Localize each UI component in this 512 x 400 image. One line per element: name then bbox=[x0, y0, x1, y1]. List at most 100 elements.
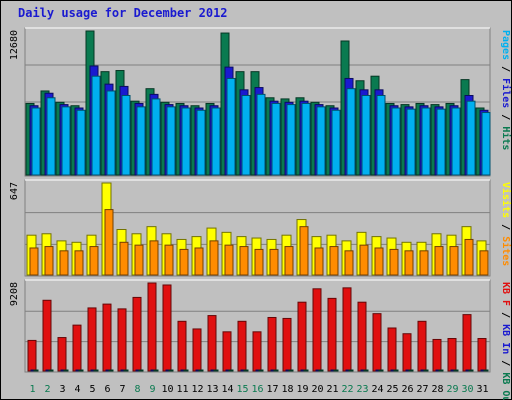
bar-bottom-kb-f-5 bbox=[87, 307, 97, 372]
bar-middle-sites-24 bbox=[374, 247, 384, 276]
bar-middle-sites-12 bbox=[194, 247, 204, 276]
bar-top-pages-23 bbox=[361, 95, 371, 176]
bar-bottom-kb-out-23 bbox=[363, 369, 369, 372]
x-tick-label: 18 bbox=[281, 384, 293, 395]
bar-bottom-kb-f-22 bbox=[342, 287, 352, 372]
bar-middle-sites-30 bbox=[464, 238, 474, 276]
bar-bottom-kb-f-23 bbox=[357, 301, 367, 372]
bar-top-pages-15 bbox=[241, 95, 251, 176]
bar-middle-sites-3 bbox=[59, 250, 69, 276]
bar-middle-sites-15 bbox=[239, 246, 249, 276]
bar-bottom-kb-f-21 bbox=[327, 297, 337, 372]
bar-bottom-kb-f-18 bbox=[282, 317, 292, 372]
bar-bottom-kb-out-29 bbox=[453, 369, 459, 372]
bar-middle-sites-21 bbox=[329, 246, 339, 276]
y-max-label-bottom: 9208 bbox=[9, 282, 20, 306]
bar-top-pages-11 bbox=[181, 107, 191, 176]
bar-middle-sites-20 bbox=[314, 247, 324, 276]
bar-middle-sites-29 bbox=[449, 246, 459, 276]
bar-middle-sites-5 bbox=[89, 246, 99, 276]
bar-bottom-kb-out-3 bbox=[63, 369, 69, 372]
bar-top-pages-7 bbox=[121, 95, 131, 176]
bar-top-pages-26 bbox=[406, 108, 416, 176]
bar-middle-sites-13 bbox=[209, 240, 219, 276]
bar-top-pages-16 bbox=[256, 93, 266, 176]
bar-top-pages-27 bbox=[421, 107, 431, 176]
bar-bottom-kb-out-21 bbox=[333, 369, 339, 372]
bar-bottom-kb-out-18 bbox=[288, 369, 294, 372]
x-tick-label: 15 bbox=[236, 384, 248, 395]
bar-middle-sites-16 bbox=[254, 248, 264, 276]
bar-top-pages-31 bbox=[481, 112, 491, 176]
bar-top-pages-24 bbox=[376, 95, 386, 176]
x-tick-label: 12 bbox=[191, 384, 203, 395]
legend-separator: / bbox=[500, 306, 511, 324]
bar-bottom-kb-f-14 bbox=[222, 331, 232, 372]
legend-separator: / bbox=[500, 108, 511, 126]
x-tick-label: 27 bbox=[416, 384, 428, 395]
bar-top-pages-10 bbox=[166, 106, 176, 176]
x-tick-label: 1 bbox=[29, 384, 35, 395]
bar-bottom-kb-f-20 bbox=[312, 288, 322, 372]
bar-top-pages-30 bbox=[466, 100, 476, 176]
bar-top-pages-2 bbox=[46, 97, 56, 176]
bar-bottom-kb-out-4 bbox=[78, 369, 84, 372]
x-tick-label: 10 bbox=[161, 384, 173, 395]
bar-bottom-kb-out-8 bbox=[138, 369, 144, 372]
legend-separator: / bbox=[500, 218, 511, 236]
bar-bottom-kb-f-11 bbox=[177, 320, 187, 372]
x-tick-label: 26 bbox=[401, 384, 413, 395]
bar-bottom-kb-f-7 bbox=[117, 308, 127, 372]
bar-top-pages-1 bbox=[31, 107, 41, 176]
legend-bottom: KB F / KB In / KB Out bbox=[500, 282, 511, 400]
bar-bottom-kb-out-25 bbox=[393, 369, 399, 372]
bar-bottom-kb-f-3 bbox=[57, 337, 67, 372]
bar-bottom-kb-out-31 bbox=[483, 369, 489, 372]
bar-top-pages-28 bbox=[436, 108, 446, 176]
bar-middle-sites-8 bbox=[134, 244, 144, 276]
bar-top-pages-21 bbox=[331, 109, 341, 176]
legend-top-hits: Hits bbox=[500, 126, 512, 150]
bar-top-pages-12 bbox=[196, 109, 206, 176]
bar-bottom-kb-out-19 bbox=[303, 369, 309, 372]
bar-bottom-kb-out-27 bbox=[423, 369, 429, 372]
bar-bottom-kb-out-7 bbox=[123, 369, 129, 372]
y-max-label-top: 12680 bbox=[9, 30, 20, 60]
legend-middle-sites: Sites bbox=[500, 236, 512, 266]
bar-top-pages-29 bbox=[451, 107, 461, 176]
bar-top-pages-20 bbox=[316, 106, 326, 176]
bar-bottom-kb-out-30 bbox=[468, 369, 474, 372]
x-tick-label: 9 bbox=[149, 384, 155, 395]
bar-middle-sites-31 bbox=[479, 250, 489, 276]
bar-bottom-kb-out-26 bbox=[408, 369, 414, 372]
bar-bottom-kb-f-24 bbox=[372, 313, 382, 372]
bar-bottom-kb-f-10 bbox=[162, 284, 172, 372]
bar-bottom-kb-out-16 bbox=[258, 369, 264, 372]
x-tick-label: 2 bbox=[44, 384, 50, 395]
bar-middle-sites-26 bbox=[404, 250, 414, 276]
bar-middle-sites-2 bbox=[44, 246, 54, 276]
bar-bottom-kb-f-13 bbox=[207, 315, 217, 372]
x-tick-label: 16 bbox=[251, 384, 263, 395]
legend-top: Pages / Files / Hits bbox=[500, 30, 512, 150]
x-tick-label: 6 bbox=[104, 384, 110, 395]
x-tick-label: 5 bbox=[89, 384, 95, 395]
bar-middle-sites-10 bbox=[164, 244, 174, 276]
bar-bottom-kb-f-6 bbox=[102, 303, 112, 372]
bar-middle-sites-23 bbox=[359, 244, 369, 276]
bar-middle-sites-14 bbox=[224, 244, 234, 276]
bar-bottom-kb-out-5 bbox=[93, 369, 99, 372]
x-tick-label: 19 bbox=[296, 384, 308, 395]
chart-title: Daily usage for December 2012 bbox=[18, 6, 228, 20]
bar-bottom-kb-out-20 bbox=[318, 369, 324, 372]
bar-bottom-kb-f-17 bbox=[267, 316, 277, 372]
bar-bottom-kb-f-30 bbox=[462, 314, 472, 372]
legend-bottom-kb-f: KB F bbox=[500, 282, 511, 306]
x-tick-label: 3 bbox=[59, 384, 65, 395]
bar-top-pages-14 bbox=[226, 77, 236, 176]
bar-middle-sites-17 bbox=[269, 248, 279, 276]
bar-bottom-kb-f-25 bbox=[387, 327, 397, 372]
x-tick-label: 8 bbox=[134, 384, 140, 395]
x-tick-label: 24 bbox=[371, 384, 383, 395]
